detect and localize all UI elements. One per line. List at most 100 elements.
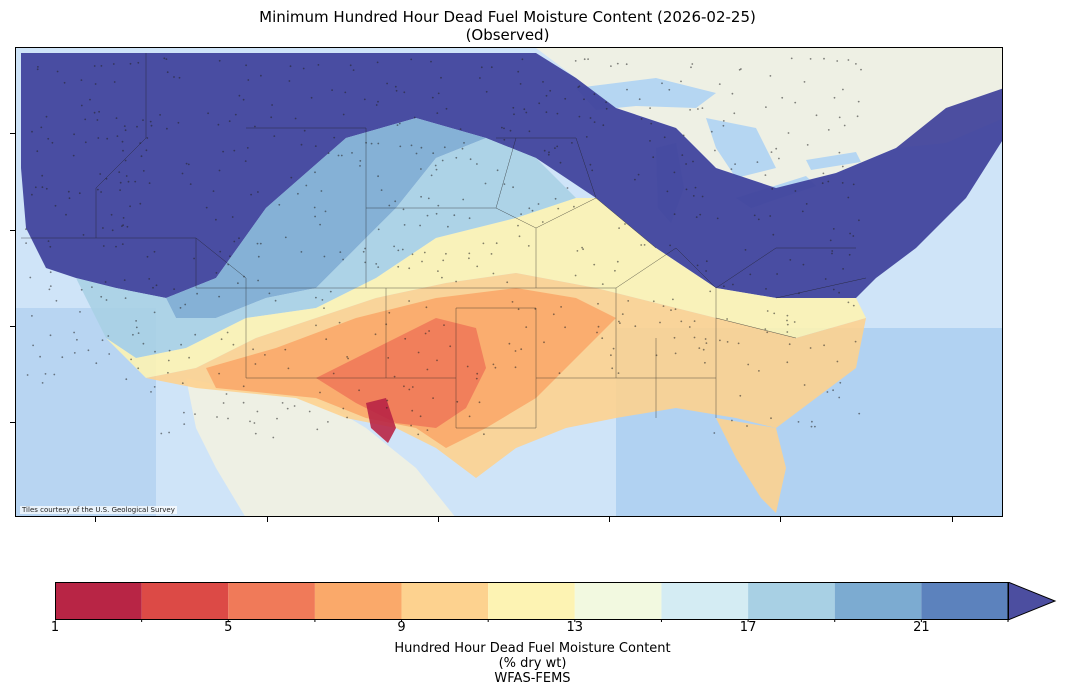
station-marker — [839, 381, 842, 384]
colorbar-bin — [661, 582, 749, 620]
station-marker — [421, 260, 423, 263]
station-marker — [855, 63, 857, 65]
station-marker — [692, 195, 695, 197]
station-marker — [402, 208, 405, 211]
station-marker — [78, 192, 81, 195]
station-marker — [218, 59, 221, 62]
station-marker — [346, 416, 348, 419]
zone-extreme — [366, 398, 396, 443]
map-panel[interactable]: Tiles courtesy of the U.S. Geological Su… — [15, 47, 1003, 517]
station-marker — [36, 150, 39, 153]
station-marker — [441, 159, 444, 162]
station-marker — [123, 279, 126, 281]
station-marker — [385, 323, 388, 326]
station-marker — [829, 239, 832, 242]
station-marker — [159, 114, 162, 116]
station-marker — [125, 175, 128, 177]
station-marker — [342, 258, 344, 261]
station-marker — [276, 417, 278, 420]
station-marker — [602, 124, 605, 127]
station-marker — [403, 224, 406, 226]
station-marker — [490, 66, 493, 69]
station-marker — [377, 100, 379, 103]
station-marker — [503, 138, 506, 141]
station-marker — [115, 117, 118, 119]
station-marker — [55, 299, 58, 302]
station-marker — [435, 212, 438, 215]
station-marker — [323, 255, 326, 258]
station-marker — [95, 362, 98, 365]
station-marker — [314, 145, 317, 147]
station-marker — [469, 158, 472, 161]
station-marker — [832, 288, 835, 291]
station-marker — [680, 80, 682, 83]
station-marker — [525, 111, 528, 114]
station-marker — [107, 335, 110, 337]
station-marker — [694, 186, 697, 189]
station-marker — [411, 386, 414, 388]
station-marker — [693, 336, 696, 339]
station-marker — [193, 257, 196, 260]
station-marker — [685, 163, 687, 165]
station-marker — [284, 348, 287, 351]
station-marker — [102, 227, 104, 229]
station-marker — [714, 149, 716, 152]
station-marker — [242, 401, 245, 404]
station-marker — [601, 283, 604, 285]
colorbar-bin — [574, 582, 662, 620]
station-marker — [393, 375, 396, 378]
station-marker — [484, 182, 487, 185]
station-marker — [616, 62, 619, 65]
station-marker — [93, 111, 96, 114]
station-marker — [593, 121, 596, 123]
station-marker — [337, 154, 340, 157]
station-marker — [166, 71, 169, 74]
station-marker — [509, 129, 512, 132]
station-marker — [349, 64, 352, 67]
station-marker — [673, 213, 676, 216]
station-marker — [832, 389, 834, 392]
station-marker — [194, 333, 197, 336]
station-marker — [547, 153, 550, 156]
station-marker — [583, 58, 586, 61]
lake-superior — [576, 78, 716, 110]
station-marker — [548, 151, 550, 154]
station-marker — [769, 215, 772, 217]
station-marker — [528, 130, 531, 133]
station-marker — [137, 332, 140, 334]
station-marker — [689, 109, 691, 111]
station-marker — [543, 341, 545, 344]
station-marker — [483, 433, 485, 436]
station-marker — [757, 218, 760, 221]
station-marker — [319, 223, 321, 226]
station-marker — [445, 107, 448, 110]
station-marker — [770, 151, 773, 153]
station-marker — [655, 354, 658, 357]
station-marker — [786, 331, 789, 333]
station-marker — [154, 350, 156, 353]
station-marker — [847, 196, 850, 199]
station-marker — [116, 135, 119, 137]
station-marker — [408, 267, 411, 270]
station-marker — [634, 325, 637, 328]
station-marker — [601, 337, 604, 340]
station-marker — [430, 174, 433, 177]
station-marker — [814, 425, 816, 428]
station-marker — [97, 188, 99, 191]
station-marker — [411, 253, 414, 256]
station-marker — [666, 190, 669, 193]
station-marker — [587, 58, 589, 60]
station-marker — [105, 177, 108, 180]
station-marker — [233, 149, 236, 152]
station-marker — [257, 191, 259, 193]
zone-very-dry — [316, 318, 486, 428]
station-marker — [122, 224, 124, 227]
station-marker — [696, 264, 699, 267]
station-marker — [585, 136, 588, 138]
station-marker — [453, 214, 456, 217]
station-marker — [219, 250, 222, 253]
station-marker — [65, 213, 67, 216]
station-marker — [713, 432, 716, 434]
station-marker — [185, 162, 188, 165]
station-marker — [432, 397, 434, 399]
